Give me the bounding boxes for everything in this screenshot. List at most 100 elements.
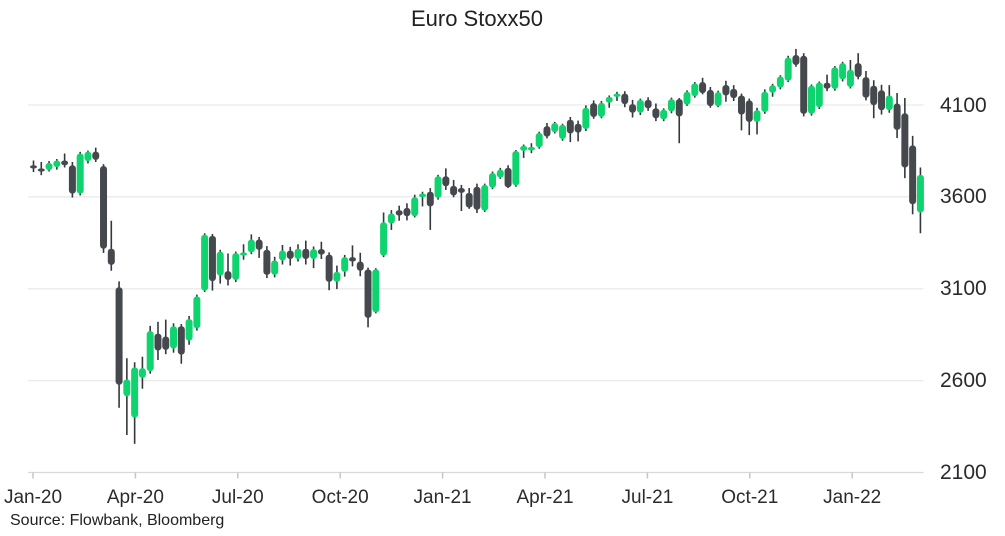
candle-body-up <box>185 319 193 341</box>
candle-body-down <box>302 248 310 259</box>
candle-body-down <box>629 104 637 113</box>
y-axis-label: 2600 <box>940 369 987 393</box>
candle-body-down <box>450 185 458 196</box>
y-axis-label: 3600 <box>940 185 987 209</box>
candle-body-up <box>53 160 61 168</box>
candle-body-up <box>831 67 839 89</box>
candle-body-up <box>636 99 644 113</box>
candle-body-down <box>100 166 108 249</box>
candle-body-up <box>512 150 520 186</box>
candle-body-up <box>216 251 224 276</box>
candle-body-up <box>76 153 84 194</box>
candle-body-up <box>247 239 255 253</box>
candle-body-up <box>691 83 699 97</box>
candle-body-down <box>154 333 162 351</box>
candle-body-down <box>177 326 185 355</box>
candle-body-up <box>559 124 567 139</box>
candle-body-up <box>278 250 286 261</box>
candle-body-down <box>893 103 901 130</box>
candle-body-up <box>193 296 201 329</box>
candle-body-down <box>348 257 356 262</box>
candle-body-down <box>92 151 100 160</box>
candle-body-up <box>527 146 535 151</box>
candle-body-up <box>846 69 854 87</box>
y-axis-label: 3100 <box>940 277 987 301</box>
candle-body-up <box>310 249 318 259</box>
candle-body-up <box>815 82 823 108</box>
candle-body-up <box>535 132 543 148</box>
candle-body-down <box>115 287 123 385</box>
candle-body-down <box>364 269 372 318</box>
candle-body-down <box>457 188 465 193</box>
candle-body-up <box>372 269 380 313</box>
candle-body-down <box>426 191 434 207</box>
candle-body-down <box>652 108 660 119</box>
candle-body-down <box>854 63 862 78</box>
x-axis-label: Jul-21 <box>621 487 674 508</box>
candle-body-down <box>263 249 271 275</box>
candle-body-up <box>434 176 442 198</box>
candle-body-up <box>387 213 395 224</box>
candle-body-down <box>909 145 917 205</box>
candle-body-up <box>753 110 761 122</box>
candle-body-down <box>68 165 76 194</box>
candle-body-up <box>660 109 668 120</box>
candle-body-down <box>473 186 481 210</box>
candle-body-up <box>520 145 528 151</box>
candle-body-up <box>170 326 178 349</box>
candle-body-down <box>162 336 170 350</box>
candle-body-up <box>582 107 590 129</box>
candle-body-up <box>597 102 605 117</box>
page-title: Euro Stoxx50 <box>410 6 544 31</box>
candle-body-up <box>45 162 53 171</box>
candle-body-down <box>792 55 800 65</box>
candle-body-down <box>878 90 886 111</box>
candle-body-down <box>675 99 683 117</box>
candle-body-up <box>784 57 792 81</box>
candle-body-down <box>442 176 450 187</box>
candle-body-down <box>699 82 707 94</box>
candle-body-down <box>30 165 37 169</box>
candle-body-down <box>465 192 473 208</box>
candle-body-up <box>123 379 131 397</box>
candle-body-up <box>496 169 504 178</box>
candle-body-down <box>590 103 598 117</box>
candle-body-down <box>107 248 115 265</box>
candle-body-up <box>916 174 924 213</box>
candle-body-down <box>730 88 738 99</box>
candle-body-up <box>380 222 388 256</box>
candle-body-up <box>138 368 146 378</box>
candle-body-up <box>613 93 621 97</box>
candle-body-down <box>901 113 909 168</box>
candle-body-down <box>356 261 364 271</box>
candle-body-down <box>621 93 629 105</box>
candle-body-up <box>333 271 341 282</box>
candle-body-up <box>294 248 302 259</box>
candle-body-down <box>403 207 411 217</box>
candle-body-down <box>61 160 69 166</box>
candle-body-up <box>776 76 784 88</box>
candle-body-up <box>551 123 559 133</box>
candle-body-up <box>341 257 349 272</box>
candle-body-up <box>714 92 722 107</box>
x-axis-label: Jan-20 <box>3 487 63 508</box>
candle-body-up <box>240 252 248 256</box>
x-axis-label: Apr-21 <box>516 487 574 508</box>
candle-body-down <box>800 55 808 114</box>
candle-body-up <box>839 63 847 80</box>
candle-body-up <box>481 184 489 211</box>
candle-body-down <box>208 235 216 282</box>
candle-body-down <box>644 99 652 109</box>
x-axis-label: Jan-22 <box>823 487 882 508</box>
candle-body-up <box>419 193 426 198</box>
candle-body-down <box>870 85 878 105</box>
candle-body-down <box>286 250 294 259</box>
candle-body-up <box>605 96 613 103</box>
source-note: Source: Flowbank, Bloomberg <box>10 512 225 529</box>
candle-body-down <box>823 82 831 89</box>
x-axis-label: Jan-21 <box>413 487 472 508</box>
candle-body-down <box>737 95 745 115</box>
candle-body-down <box>706 89 714 107</box>
